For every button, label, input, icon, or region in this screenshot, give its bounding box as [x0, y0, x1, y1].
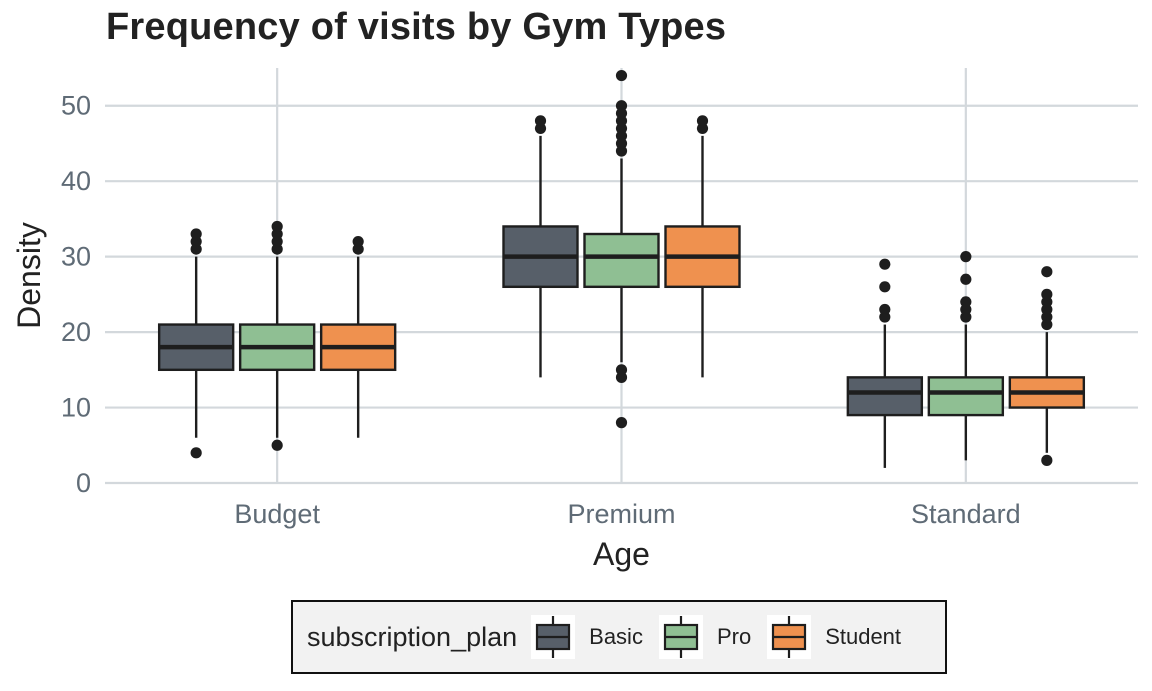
y-tick-label: 0 — [76, 468, 91, 498]
box-student-budget — [319, 235, 397, 438]
x-axis-title: Age — [593, 536, 650, 572]
box-iqr — [583, 232, 660, 289]
chart-title: Frequency of visits by Gym Types — [106, 6, 727, 48]
legend-item-student: Student — [767, 615, 901, 659]
y-tick-label: 20 — [61, 317, 91, 347]
x-tick-label: Premium — [567, 499, 675, 529]
outlier-point — [960, 296, 972, 308]
outlier-point — [879, 258, 891, 270]
y-tick-label: 50 — [61, 91, 91, 121]
y-tick-label: 30 — [61, 242, 91, 272]
outlier-point — [960, 273, 972, 285]
x-tick-label: Standard — [911, 499, 1021, 529]
outlier-point — [615, 364, 628, 376]
box-student-premium — [664, 115, 741, 378]
box-iqr — [846, 376, 924, 417]
legend-label-pro: Pro — [716, 624, 752, 649]
outlier-point — [960, 251, 972, 263]
box-iqr — [927, 376, 1005, 417]
boxes-layer — [157, 69, 1086, 468]
outlier-point — [1041, 266, 1053, 278]
outlier-point — [534, 115, 547, 127]
legend-item-basic: Basic — [531, 615, 643, 659]
outlier-point — [190, 228, 202, 240]
outlier-point — [615, 100, 628, 112]
box-pro-premium — [583, 69, 660, 429]
box-student-standard — [1008, 266, 1086, 466]
box-basic-premium — [502, 115, 579, 378]
outlier-point — [696, 115, 709, 127]
box-plot: 0 10 20 30 40 50 Budget Premium Standard Age De… — [11, 68, 1138, 572]
y-tick-label: 40 — [61, 166, 91, 196]
legend: subscription_plan Basic Pro Student — [291, 600, 947, 674]
box-basic-budget — [157, 228, 235, 459]
y-axis-title: Density — [11, 222, 47, 329]
legend-label-student: Student — [825, 624, 902, 649]
legend-item-pro: Pro — [658, 615, 752, 659]
box-pro-standard — [927, 251, 1005, 461]
outlier-point — [879, 281, 891, 293]
legend-key-basic — [531, 615, 576, 659]
legend-key-student — [767, 615, 812, 659]
box-pro-budget — [238, 220, 316, 451]
x-tick-label: Budget — [234, 499, 320, 529]
outlier-point — [615, 417, 628, 429]
box-basic-standard — [846, 258, 924, 468]
outlier-point — [1041, 454, 1053, 466]
legend-label-basic: Basic — [589, 624, 643, 649]
legend-key-pro — [658, 615, 703, 659]
outlier-point — [271, 439, 283, 451]
y-tick-labels: 0 10 20 30 40 50 — [61, 91, 91, 498]
outlier-point — [271, 220, 283, 233]
outlier-point — [1041, 288, 1053, 300]
y-tick-label: 10 — [61, 393, 91, 423]
outlier-point — [879, 303, 891, 316]
outlier-point — [352, 235, 364, 248]
outlier-point — [615, 69, 628, 82]
legend-title: subscription_plan — [307, 621, 518, 652]
outlier-point — [190, 447, 202, 459]
x-tick-labels: Budget Premium Standard — [234, 499, 1020, 529]
